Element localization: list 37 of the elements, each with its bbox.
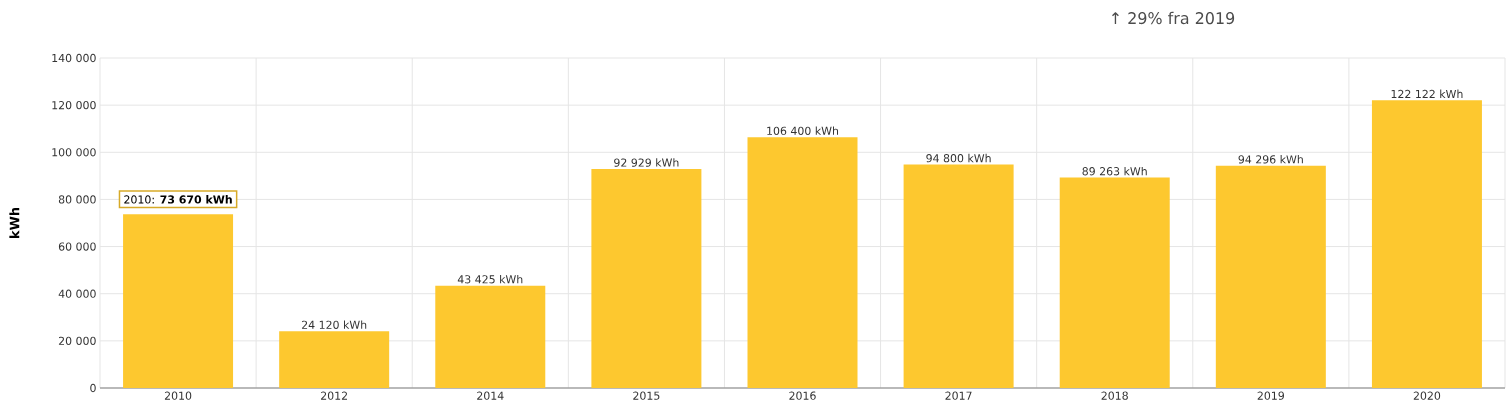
chart-title: ↑ 29% fra 2019 xyxy=(1112,11,1235,25)
bar xyxy=(1059,177,1170,388)
y-tick-label: 40 000 xyxy=(58,289,96,298)
bar xyxy=(903,164,1014,388)
x-tick-label: 2019 xyxy=(1257,391,1284,400)
annotation: 2010: 73 670 kWh xyxy=(124,195,232,204)
y-tick-label: 60 000 xyxy=(58,242,96,251)
x-tick-label: 2020 xyxy=(1413,391,1441,400)
data-label: 122 122 kWh xyxy=(1391,89,1463,98)
y-tick-label: 120 000 xyxy=(52,101,96,110)
x-tick-label: 2015 xyxy=(633,391,660,400)
bar xyxy=(1371,100,1482,388)
data-label: 89 263 kWh xyxy=(1082,166,1147,176)
x-tick-label: 2016 xyxy=(789,391,816,400)
y-tick-label: 80 000 xyxy=(58,195,96,204)
bar xyxy=(591,168,702,388)
x-tick-label: 2017 xyxy=(945,391,972,400)
y-axis-title: kWh xyxy=(9,207,20,238)
data-label: 24 120 kWh xyxy=(301,320,367,329)
y-tick-label: 100 000 xyxy=(52,148,96,157)
x-tick-label: 2018 xyxy=(1101,391,1128,400)
y-tick-label: 0 xyxy=(90,383,96,393)
data-label: 94 296 kWh xyxy=(1238,155,1303,164)
y-tick-label: 20 000 xyxy=(58,336,96,345)
bar xyxy=(435,285,546,388)
x-tick-label: 2012 xyxy=(321,391,348,400)
bar xyxy=(1215,165,1326,388)
x-tick-label: 2014 xyxy=(477,391,504,400)
y-tick-label: 140 000 xyxy=(52,53,96,63)
x-tick-label: 2010 xyxy=(164,391,192,400)
data-label: 43 425 kWh xyxy=(457,274,523,284)
bar xyxy=(279,331,390,388)
bar xyxy=(747,137,858,388)
bar xyxy=(123,214,234,388)
data-label: 94 800 kWh xyxy=(926,153,991,163)
data-label: 106 400 kWh xyxy=(767,126,839,135)
data-label: 92 929 kWh xyxy=(614,158,679,167)
